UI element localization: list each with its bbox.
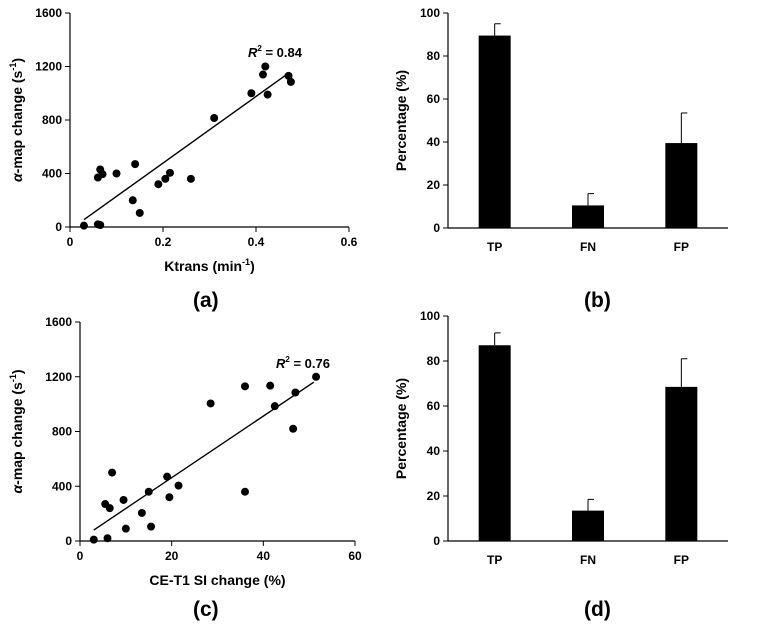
y-tick-label-d-1: 20 bbox=[427, 489, 441, 503]
data-point-c-18 bbox=[289, 424, 298, 433]
y-tick-label-b-0: 0 bbox=[433, 221, 440, 235]
data-point-c-10 bbox=[163, 472, 172, 481]
data-point-a-19 bbox=[284, 71, 293, 80]
data-point-c-15 bbox=[241, 487, 249, 496]
data-point-c-11 bbox=[165, 493, 174, 502]
chart-d-bar: 0 20 40 60 80 100 TP FN FP Percentage (%) bbox=[393, 309, 728, 567]
y-tick-label-b-5: 100 bbox=[420, 6, 440, 20]
trendline-c bbox=[93, 381, 315, 531]
y-tick-label-b-4: 80 bbox=[427, 49, 441, 63]
chart-b-bar: 0 20 40 60 80 100 TP FN FP Percentage (%) bbox=[393, 6, 728, 254]
y-tick-label-a-0: 0 bbox=[55, 220, 62, 234]
x-tick-label-b-1: FN bbox=[580, 240, 596, 254]
panel-label-c: (c) bbox=[193, 598, 219, 621]
x-tick-label-c-0: 0 bbox=[77, 549, 84, 563]
data-point-c-3 bbox=[105, 504, 114, 513]
y-tick-label-c-2: 800 bbox=[52, 425, 72, 439]
y-tick-label-d-2: 40 bbox=[427, 444, 441, 458]
data-point-a-15 bbox=[247, 89, 256, 98]
x-tick-label-b-0: TP bbox=[487, 240, 502, 254]
data-point-c-5 bbox=[119, 495, 128, 504]
y-axis-label-b: Percentage (%) bbox=[393, 70, 409, 171]
data-point-a-5 bbox=[98, 170, 107, 179]
x-tick-label-a-3: 0.6 bbox=[341, 235, 358, 249]
data-point-a-20 bbox=[286, 77, 295, 86]
panel-label-b: (b) bbox=[584, 289, 611, 312]
data-point-c-12 bbox=[174, 481, 183, 490]
data-point-a-6 bbox=[112, 169, 121, 178]
x-tick-label-d-0: TP bbox=[487, 553, 502, 567]
x-tick-label-a-1: 0.2 bbox=[155, 235, 172, 249]
x-tick-label-a-2: 0.4 bbox=[248, 235, 265, 249]
y-axis-label-c: α-map change (s-1) bbox=[8, 369, 25, 493]
data-point-c-4 bbox=[108, 468, 117, 477]
data-point-c-14 bbox=[241, 382, 249, 391]
data-point-a-17 bbox=[261, 62, 270, 71]
y-tick-label-d-0: 0 bbox=[433, 534, 440, 548]
x-tick-label-d-2: FP bbox=[674, 553, 689, 567]
data-point-a-16 bbox=[258, 70, 267, 79]
bar-b-fn bbox=[572, 205, 604, 228]
x-axis-label-c: CE-T1 SI change (%) bbox=[149, 572, 285, 588]
x-tick-label-c-2: 40 bbox=[257, 549, 271, 563]
bar-b-fp bbox=[665, 143, 698, 228]
data-point-c-17 bbox=[270, 402, 279, 411]
y-tick-label-a-3: 1200 bbox=[35, 60, 62, 74]
x-tick-label-c-3: 60 bbox=[348, 549, 362, 563]
bar-d-fn bbox=[572, 510, 604, 541]
x-axis-label-a: Ktrans (min-1) bbox=[164, 257, 254, 274]
y-tick-label-c-4: 1600 bbox=[45, 315, 72, 329]
panel-label-d: (d) bbox=[584, 598, 611, 621]
y-tick-label-a-4: 1600 bbox=[35, 6, 62, 20]
data-point-a-8 bbox=[131, 160, 140, 169]
x-tick-label-c-1: 20 bbox=[165, 549, 179, 563]
y-tick-label-a-1: 400 bbox=[42, 167, 62, 181]
bar-d-tp bbox=[478, 345, 511, 541]
y-tick-label-d-4: 80 bbox=[427, 354, 441, 368]
data-point-a-14 bbox=[210, 113, 219, 122]
panel-label-a: (a) bbox=[193, 289, 219, 312]
r-squared-c: R2 = 0.76 bbox=[276, 355, 330, 371]
chart-c-scatter: 0 400 800 1200 1600 0 20 40 60 R2 = 0.76 CE-T1 SI … bbox=[8, 315, 362, 588]
data-point-a-10 bbox=[154, 180, 163, 189]
data-point-c-19 bbox=[291, 388, 300, 397]
data-point-c-9 bbox=[147, 522, 156, 531]
data-point-a-18 bbox=[263, 90, 272, 99]
data-point-c-20 bbox=[312, 372, 321, 381]
y-tick-label-c-0: 0 bbox=[65, 534, 72, 548]
y-tick-label-d-5: 100 bbox=[420, 309, 440, 323]
data-point-c-7 bbox=[137, 508, 146, 517]
data-point-c-2 bbox=[103, 534, 112, 543]
y-tick-label-d-3: 60 bbox=[427, 399, 441, 413]
y-tick-label-b-2: 40 bbox=[427, 135, 441, 149]
data-point-a-9 bbox=[135, 208, 144, 217]
data-point-a-2 bbox=[96, 220, 105, 229]
x-tick-label-a-0: 0 bbox=[67, 235, 74, 249]
bar-b-tp bbox=[478, 35, 511, 229]
data-point-a-7 bbox=[128, 196, 137, 205]
data-point-c-8 bbox=[144, 487, 153, 496]
data-point-c-13 bbox=[206, 399, 215, 408]
data-point-a-0 bbox=[79, 221, 88, 230]
data-point-a-11 bbox=[161, 174, 170, 183]
y-axis-label-d: Percentage (%) bbox=[393, 378, 409, 479]
y-tick-label-b-1: 20 bbox=[427, 178, 441, 192]
y-tick-label-c-3: 1200 bbox=[45, 370, 72, 384]
data-point-a-12 bbox=[165, 168, 174, 177]
data-point-c-16 bbox=[266, 381, 275, 390]
y-tick-label-b-3: 60 bbox=[427, 92, 441, 106]
data-point-c-6 bbox=[121, 524, 130, 533]
data-point-a-13 bbox=[186, 174, 195, 183]
x-tick-label-d-1: FN bbox=[580, 553, 596, 567]
r-squared-a: R2 = 0.84 bbox=[248, 44, 303, 60]
y-tick-label-a-2: 800 bbox=[42, 113, 62, 127]
y-tick-label-c-1: 400 bbox=[52, 479, 72, 493]
chart-a-scatter: 0 400 800 1200 1600 0 0.2 0.4 0.6 R2 = 0.84 Ktrans… bbox=[8, 6, 358, 274]
x-tick-label-b-2: FP bbox=[674, 240, 689, 254]
trendline-a bbox=[83, 72, 289, 221]
bar-d-fp bbox=[665, 386, 698, 541]
y-axis-label-a: α-map change (s-1) bbox=[8, 58, 25, 182]
data-point-c-0 bbox=[89, 535, 98, 544]
